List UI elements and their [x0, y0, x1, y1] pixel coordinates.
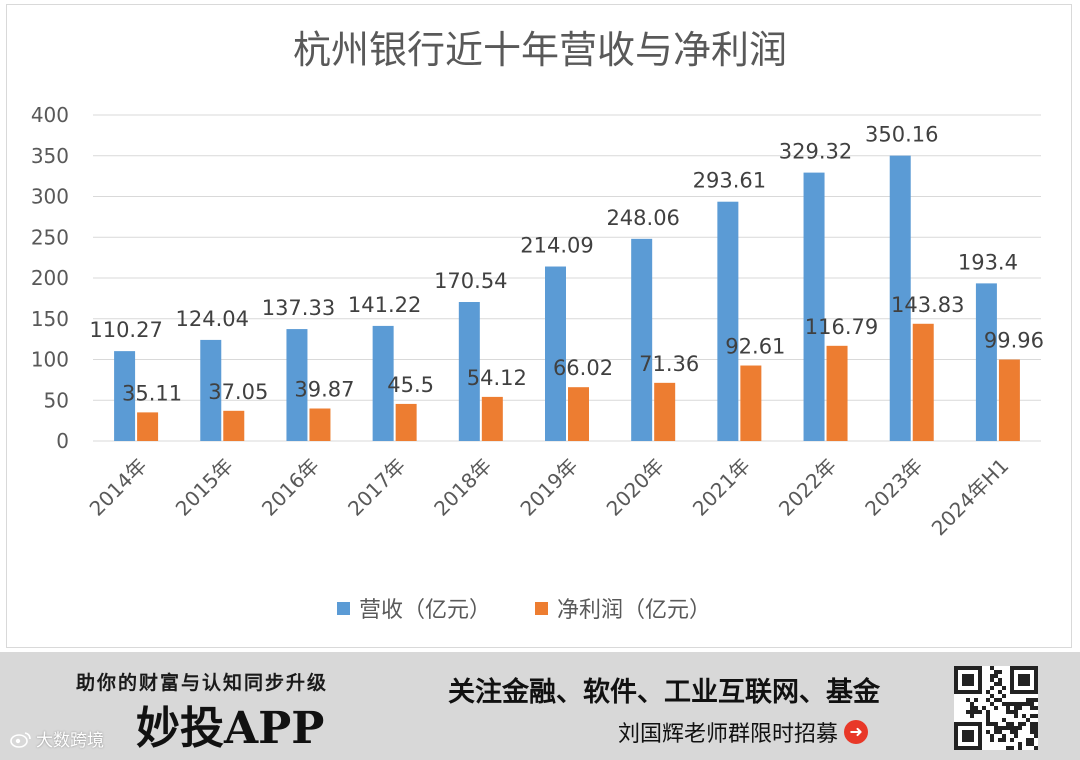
- revenue-value-label: 170.54: [434, 269, 507, 293]
- x-axis-label: 2015年: [171, 454, 238, 521]
- profit-bar: [654, 382, 676, 441]
- profit-bar: [568, 387, 589, 441]
- banner-recruit-link[interactable]: 刘国辉老师群限时招募 ➜: [618, 716, 869, 748]
- bars: [114, 155, 1020, 442]
- x-axis-label: 2022年: [774, 454, 841, 521]
- revenue-value-label: 329.32: [779, 140, 852, 164]
- y-tick-label: 350: [31, 144, 69, 168]
- legend: 营收（亿元） 净利润（亿元）: [337, 598, 711, 623]
- y-tick-label: 0: [56, 429, 69, 453]
- profit-value-label: 54.12: [467, 366, 527, 390]
- arrow-right-circle-icon[interactable]: ➜: [844, 720, 869, 744]
- banner-headline: 关注金融、软件、工业互联网、基金: [448, 677, 880, 708]
- profit-bar: [826, 345, 848, 441]
- legend-label-revenue: 营收（亿元）: [359, 598, 491, 623]
- revenue-value-label: 137.33: [262, 296, 335, 320]
- bar-chart: 杭州银行近十年营收与净利润 0 50 100 150 200 250 300 350 400 1…: [31, 28, 1044, 623]
- revenue-value-label: 248.06: [606, 206, 679, 230]
- revenue-value-label: 293.61: [693, 169, 766, 193]
- x-axis-label: 2020年: [602, 454, 669, 521]
- legend-swatch-profit: [535, 602, 548, 615]
- profit-bar: [309, 408, 331, 441]
- revenue-bar: [372, 325, 394, 441]
- promo-banner: 助你的财富与认知同步升级 妙投APP 关注金融、软件、工业互联网、基金 刘国辉老…: [0, 652, 1080, 760]
- revenue-bar: [545, 266, 566, 441]
- profit-bar: [223, 410, 245, 441]
- chart-panel: 杭州银行近十年营收与净利润 0 50 100 150 200 250 300 350 400 1…: [6, 4, 1072, 648]
- x-axis-labels: 2014年 2015年 2016年 2017年 2018年 2019年 2020年 2021年…: [85, 454, 1014, 541]
- x-axis-label: 2018年: [429, 454, 496, 521]
- revenue-value-label: 124.04: [176, 307, 249, 331]
- profit-value-label: 35.11: [122, 381, 182, 405]
- chart-title: 杭州银行近十年营收与净利润: [293, 28, 787, 72]
- revenue-bar: [286, 329, 308, 441]
- revenue-value-label: 350.16: [865, 123, 938, 147]
- profit-bar: [740, 365, 762, 441]
- x-axis-label: 2017年: [343, 454, 410, 521]
- revenue-bar: [114, 351, 136, 441]
- profit-value-label: 92.61: [725, 335, 785, 359]
- profit-bar: [998, 359, 1020, 441]
- profit-value-label: 66.02: [553, 356, 613, 380]
- profit-value-label: 116.79: [805, 315, 878, 339]
- revenue-bar: [717, 201, 739, 441]
- y-tick-label: 250: [31, 225, 69, 249]
- revenue-value-label: 110.27: [89, 318, 162, 342]
- profit-value-label: 37.05: [208, 380, 268, 404]
- profit-bar: [481, 396, 503, 441]
- y-tick-label: 400: [31, 103, 69, 127]
- revenue-bar: [631, 238, 653, 441]
- x-axis-label: 2021年: [688, 454, 755, 521]
- profit-value-label: 99.96: [984, 329, 1044, 353]
- data-labels: 110.27 35.11 124.04 37.05 137.33 39.87 141.22 4…: [89, 123, 1044, 406]
- y-axis-ticks: 0 50 100 150 200 250 300 350 400: [31, 103, 69, 453]
- y-tick-label: 50: [44, 388, 69, 412]
- legend-swatch-revenue: [337, 602, 350, 615]
- y-tick-label: 300: [31, 185, 69, 209]
- banner-tagline: 助你的财富与认知同步升级: [76, 672, 329, 694]
- x-axis-label: 2024年H1: [927, 454, 1014, 541]
- profit-bar: [912, 323, 934, 441]
- grid-lines: [93, 114, 1041, 442]
- revenue-bar: [200, 339, 222, 441]
- profit-bar: [137, 412, 159, 441]
- x-axis-label: 2019年: [515, 454, 582, 521]
- weibo-icon: [10, 731, 31, 748]
- banner-recruit-text: 刘国辉老师群限时招募: [618, 722, 839, 747]
- legend-label-profit: 净利润（亿元）: [557, 598, 711, 623]
- qr-code-icon[interactable]: [954, 666, 1038, 750]
- watermark-text: 大数跨境: [36, 731, 104, 751]
- revenue-bar: [803, 172, 825, 442]
- watermark: 大数跨境: [10, 726, 104, 751]
- profit-value-label: 143.83: [891, 293, 964, 317]
- profit-value-label: 71.36: [639, 352, 699, 376]
- revenue-value-label: 193.4: [958, 250, 1018, 274]
- profit-value-label: 39.87: [294, 378, 354, 402]
- x-axis-label: 2016年: [257, 454, 324, 521]
- profit-bar: [395, 403, 417, 441]
- banner-app-name[interactable]: 妙投APP: [136, 703, 325, 754]
- revenue-bar: [975, 283, 997, 441]
- x-axis-label: 2023年: [860, 454, 927, 521]
- revenue-value-label: 141.22: [348, 293, 421, 317]
- y-tick-label: 100: [31, 348, 69, 372]
- x-axis-label: 2014年: [85, 454, 152, 521]
- y-tick-label: 200: [31, 266, 69, 290]
- revenue-value-label: 214.09: [520, 234, 593, 258]
- revenue-bar: [458, 302, 480, 441]
- y-tick-label: 150: [31, 307, 69, 331]
- profit-value-label: 45.5: [387, 373, 434, 397]
- revenue-bar: [889, 155, 911, 441]
